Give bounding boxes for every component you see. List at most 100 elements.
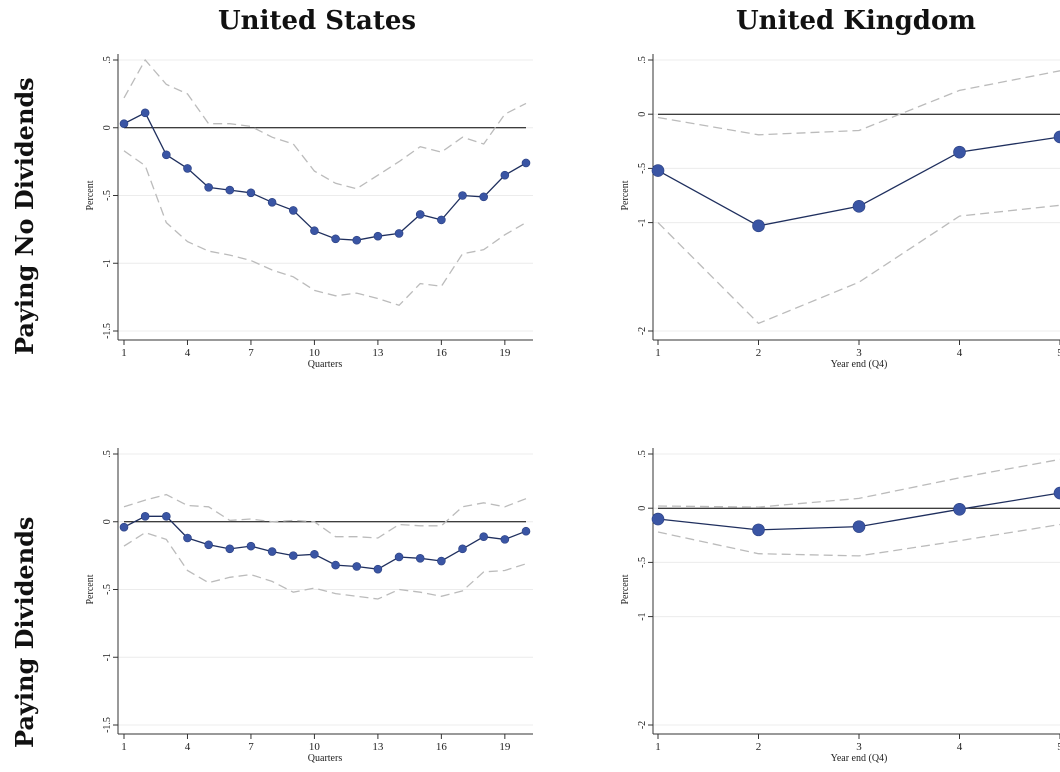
panel-3-estimate-point xyxy=(288,551,298,560)
panel-3-estimate-point xyxy=(352,562,362,571)
panel-4-x-tick-label: 5 xyxy=(1057,741,1060,753)
panel-3-estimate-point xyxy=(479,532,488,541)
panel-3-y-tick-label: .5 xyxy=(102,450,113,458)
panel-4-y-tick-label: -1 xyxy=(637,612,648,620)
panel-4-estimate-point xyxy=(852,520,866,533)
panel-3-y-tick-label: -.5 xyxy=(102,584,113,595)
panel-3-estimate-point xyxy=(458,544,467,554)
panel-2-y-tick-label: -.5 xyxy=(637,163,648,174)
panel-3-estimate-point xyxy=(246,541,256,551)
panel-4-y-tick-label: -.5 xyxy=(637,557,648,568)
panel-3-estimate-line xyxy=(123,515,527,570)
panel-1-estimate-point xyxy=(331,234,340,244)
panel-2-estimate-point xyxy=(852,200,866,213)
panel-3-x-tick-label: 7 xyxy=(248,741,254,753)
panel-1-estimate-point xyxy=(437,215,446,225)
panel-4-estimate-point xyxy=(651,512,665,526)
panel-1-x-tick-label: 1 xyxy=(121,347,127,359)
panel-2-x-tick-label: 1 xyxy=(655,347,661,359)
panel-1-estimate-point xyxy=(162,150,171,160)
panel-3-estimate-point xyxy=(331,560,340,570)
panel-1-y-tick-label: 0 xyxy=(102,125,113,130)
panel-4-y-axis-label: Percent xyxy=(620,574,631,604)
panel-1-estimate-point xyxy=(415,210,425,219)
panel-1-estimate-point xyxy=(394,229,404,238)
panel-2-x-tick-label: 2 xyxy=(756,347,762,359)
panel-1-y-tick-label: -1 xyxy=(102,259,113,267)
panel-1-x-tick-label: 13 xyxy=(372,347,384,359)
panel-4-x-tick-label: 4 xyxy=(957,741,963,753)
panel-4-x-tick-label: 1 xyxy=(655,741,661,753)
panel-3-x-tick-label: 1 xyxy=(121,741,127,753)
panel-3-estimate-point xyxy=(500,535,510,544)
panel-2-x-tick-label: 5 xyxy=(1057,347,1060,359)
panel-1-estimate-point xyxy=(352,235,362,245)
panel-1-estimate-point xyxy=(521,158,531,168)
panel-3-estimate-point xyxy=(267,547,277,556)
panel-3-y-tick-label: -1 xyxy=(102,653,113,661)
panel-1-upper-band-line xyxy=(123,58,527,190)
panel-1-y-tick-label: -.5 xyxy=(102,190,113,201)
panel-1-lower-band-line xyxy=(123,150,527,307)
panel-3-x-tick-label: 16 xyxy=(436,741,448,753)
panel-3-estimate-point xyxy=(373,564,383,574)
panel-2-x-axis-label: Year end (Q4) xyxy=(831,359,888,370)
panel-3-lower-band-line xyxy=(123,531,527,600)
panel-2-estimate-point xyxy=(752,219,765,233)
panel-4-estimate-point xyxy=(752,523,765,537)
panel-1-estimate-point xyxy=(310,226,319,236)
panel-2-x-tick-label: 3 xyxy=(856,347,862,359)
panel-3-estimate-point xyxy=(140,512,150,521)
panel-1-estimate-point xyxy=(479,192,488,202)
panel-3-upper-band-line xyxy=(123,493,527,539)
panel-3-estimate-point xyxy=(310,549,319,559)
panel-3-estimate-point xyxy=(415,554,425,563)
panel-2-y-axis-label: Percent xyxy=(620,180,631,210)
panel-4-lower-band-line xyxy=(657,523,1060,557)
panel-1-y-tick-label: -1.5 xyxy=(102,323,113,339)
panel-2-x-tick-label: 4 xyxy=(957,347,963,359)
panel-2-y-tick-label: .5 xyxy=(637,56,648,64)
panel-3-estimate-point xyxy=(183,533,192,543)
panel-3-x-tick-label: 4 xyxy=(185,741,191,753)
panel-4-x-tick-label: 3 xyxy=(856,741,862,753)
panel-1-estimate-point xyxy=(373,231,383,241)
panel-3-estimate-point xyxy=(204,540,213,550)
panel-2-estimate-point xyxy=(1053,130,1060,144)
panel-3-estimate-point xyxy=(394,552,404,562)
panel-3-estimate-point xyxy=(162,512,171,521)
panel-1-estimate-point xyxy=(225,185,235,195)
panel-4-y-tick-label: -2 xyxy=(637,721,648,729)
panel-4-estimate-point xyxy=(1053,486,1060,500)
panel-1-estimate-point xyxy=(204,183,213,192)
panel-1-estimate-point xyxy=(246,188,256,198)
panel-2-y-tick-label: -2 xyxy=(637,327,648,335)
panel-3-x-axis-label: Quarters xyxy=(308,753,343,764)
panel-3-estimate-point xyxy=(225,544,235,554)
panel-4-y-tick-label: 0 xyxy=(637,506,648,511)
panel-3-x-tick-label: 10 xyxy=(309,741,321,753)
panel-2-upper-band-line xyxy=(657,70,1060,136)
panel-3-y-tick-label: -1.5 xyxy=(102,717,113,733)
panel-1-estimate-point xyxy=(140,108,150,118)
panel-3-y-tick-label: 0 xyxy=(102,519,113,524)
panel-1-x-tick-label: 19 xyxy=(499,347,511,359)
panel-3-estimate-point xyxy=(521,526,531,536)
panel-3-x-tick-label: 13 xyxy=(372,741,384,753)
panel-1-x-axis-label: Quarters xyxy=(308,359,343,370)
panel-1-y-tick-label: .5 xyxy=(102,56,113,64)
panel-4-y-tick-label: .5 xyxy=(637,450,648,458)
panel-3-y-axis-label: Percent xyxy=(85,574,96,604)
panel-1-x-tick-label: 16 xyxy=(436,347,448,359)
panel-1-estimate-point xyxy=(500,170,510,180)
panel-1-estimate-point xyxy=(183,164,192,173)
panel-4-x-tick-label: 2 xyxy=(756,741,762,753)
panel-1-estimate-point xyxy=(288,206,298,215)
column-title-united-kingdom: United Kingdom xyxy=(736,6,976,36)
panel-1-estimate-line xyxy=(123,111,527,241)
panel-4-upper-band-line xyxy=(657,458,1060,508)
panel-4-x-axis-label: Year end (Q4) xyxy=(831,753,888,764)
panel-2-y-tick-label: 0 xyxy=(637,112,648,117)
panel-1-x-tick-label: 7 xyxy=(248,347,254,359)
